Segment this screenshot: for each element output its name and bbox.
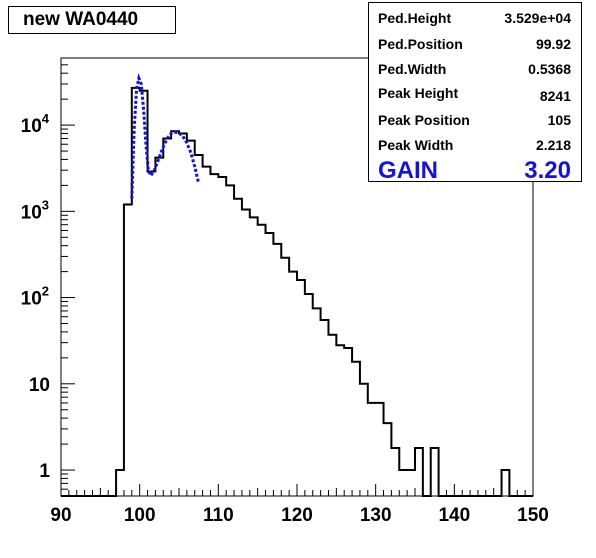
y-tick-label: 103 bbox=[21, 197, 49, 223]
histogram-bin bbox=[391, 448, 399, 496]
histogram-bin bbox=[328, 335, 336, 496]
y-tick-label: 10 bbox=[29, 375, 50, 396]
histogram-bin bbox=[242, 210, 250, 496]
stat-label: Ped.Height bbox=[378, 10, 452, 26]
histogram-bin bbox=[171, 131, 179, 496]
histogram-bin bbox=[266, 233, 274, 496]
stat-row-peak-height: Peak Height 8241 bbox=[378, 85, 571, 104]
stat-value: 99.92 bbox=[535, 36, 571, 52]
histogram-bin bbox=[179, 133, 187, 496]
histogram-bin bbox=[368, 403, 376, 496]
histogram-bin bbox=[140, 91, 148, 496]
histogram-bin bbox=[116, 470, 124, 496]
histogram-bin bbox=[281, 258, 289, 496]
stat-label: Ped.Position bbox=[378, 36, 463, 52]
stat-value: 105 bbox=[547, 112, 571, 128]
histogram-bin bbox=[313, 308, 321, 496]
histogram-bin bbox=[344, 348, 352, 496]
stat-row-peak-width: Peak Width 2.218 bbox=[378, 137, 571, 153]
histogram-bin bbox=[187, 141, 195, 496]
stat-row-peak-position: Peak Position 105 bbox=[378, 112, 571, 128]
fit-layer bbox=[130, 73, 201, 199]
x-tick-label: 120 bbox=[281, 505, 313, 526]
histogram-bin bbox=[431, 448, 439, 496]
histogram-bin bbox=[321, 320, 329, 496]
histogram-bin bbox=[352, 362, 360, 496]
stat-value: 8241 bbox=[539, 88, 571, 104]
stat-label: Ped.Width bbox=[378, 61, 447, 77]
y-tick-label: 1 bbox=[39, 461, 50, 482]
histogram-bin bbox=[336, 345, 344, 496]
histogram-bin bbox=[297, 280, 305, 496]
histogram-bin bbox=[218, 177, 226, 496]
stat-row-ped-position: Ped.Position 99.92 bbox=[378, 36, 571, 52]
x-tick-label: 90 bbox=[50, 505, 71, 526]
histogram-bin bbox=[305, 294, 313, 496]
histogram-bin bbox=[210, 174, 218, 496]
histogram-bin bbox=[148, 171, 156, 496]
x-tick-label: 100 bbox=[124, 505, 156, 526]
histogram-bin bbox=[124, 205, 132, 496]
histogram-bin bbox=[203, 167, 211, 496]
histogram-bin bbox=[155, 158, 163, 496]
stat-label: Peak Height bbox=[378, 85, 459, 101]
histogram-bin bbox=[132, 88, 140, 496]
y-tick-label: 102 bbox=[21, 284, 49, 310]
stats-box: Ped.Height 3.529e+04 Ped.Position 99.92 … bbox=[368, 2, 582, 185]
histogram-bin bbox=[273, 244, 281, 496]
tick-layer bbox=[60, 57, 534, 497]
stat-row-gain: GAIN 3.20 bbox=[378, 157, 571, 185]
stat-label: Peak Position bbox=[378, 112, 470, 128]
x-tick-label: 150 bbox=[517, 505, 549, 526]
y-tick-label: 104 bbox=[21, 111, 50, 137]
x-tick-label: 130 bbox=[360, 505, 392, 526]
histogram-bin bbox=[399, 470, 407, 496]
stat-value: 3.529e+04 bbox=[504, 10, 571, 26]
gain-value: 3.20 bbox=[524, 157, 571, 184]
stat-row-ped-height: Ped.Height 3.529e+04 bbox=[378, 10, 571, 26]
x-tick-label: 110 bbox=[203, 505, 234, 526]
histogram-bin bbox=[195, 155, 203, 496]
histogram-bin bbox=[289, 272, 297, 496]
histogram-bin bbox=[163, 138, 171, 496]
chart-title: new WA0440 bbox=[8, 6, 176, 34]
gain-label: GAIN bbox=[378, 157, 438, 184]
histogram-bin bbox=[376, 403, 384, 496]
histogram-bin bbox=[234, 199, 242, 496]
stat-row-ped-width: Ped.Width 0.5368 bbox=[378, 61, 571, 77]
stat-label: Peak Width bbox=[378, 137, 454, 153]
histogram-bin bbox=[384, 423, 392, 496]
histogram-bin bbox=[226, 185, 234, 496]
stat-value: 2.218 bbox=[535, 137, 571, 153]
fit-curve bbox=[130, 73, 201, 199]
x-tick-label: 140 bbox=[438, 505, 470, 526]
histogram-bin bbox=[415, 448, 423, 496]
histogram-bin bbox=[250, 217, 258, 496]
histogram-bin bbox=[258, 225, 266, 496]
stat-value: 0.5368 bbox=[528, 61, 571, 77]
histogram-bin bbox=[407, 470, 415, 496]
histogram-bin bbox=[502, 470, 510, 496]
histogram-bin bbox=[360, 384, 368, 496]
